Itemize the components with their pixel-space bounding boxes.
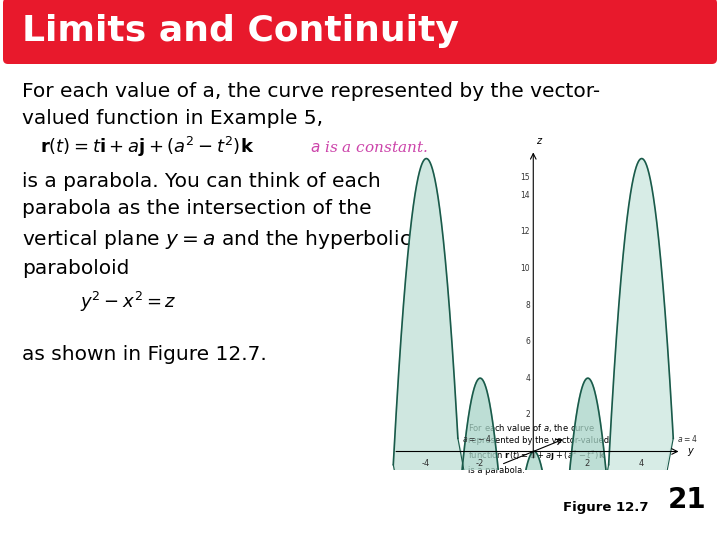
Text: Figure 12.7: Figure 12.7 [563,501,649,514]
Text: For each value of a, the curve represented by the vector-
valued function in Exa: For each value of a, the curve represent… [22,82,600,128]
Text: -4: -4 [421,459,430,468]
Text: 10: 10 [521,264,530,273]
Text: $\mathbf{r}(t) = t\mathbf{i} + a\mathbf{j} + (a^2 - t^2)\mathbf{k}$: $\mathbf{r}(t) = t\mathbf{i} + a\mathbf{… [40,135,254,159]
Text: is a parabola. You can think of each
parabola as the intersection of the
vertica: is a parabola. You can think of each par… [22,172,411,278]
Polygon shape [555,159,673,540]
Text: 2: 2 [526,410,530,420]
Text: Limits and Continuity: Limits and Continuity [22,14,459,48]
Text: 15: 15 [521,172,530,181]
Text: 4: 4 [525,374,530,383]
Text: $a$ is a constant.: $a$ is a constant. [310,139,428,154]
Text: $z$: $z$ [536,136,544,146]
Text: as shown in Figure 12.7.: as shown in Figure 12.7. [22,345,266,364]
Text: 2: 2 [585,459,590,468]
Text: 4: 4 [639,459,644,468]
Text: 6: 6 [525,337,530,346]
Polygon shape [501,378,619,540]
Polygon shape [447,378,566,540]
Text: $a = 4$: $a = 4$ [678,433,698,444]
Text: $a = -4$: $a = -4$ [462,433,492,444]
Text: 21: 21 [667,486,706,514]
Text: $y^2 - x^2 = z$: $y^2 - x^2 = z$ [80,290,176,314]
Text: For each value of $a$, the curve
represented by the vector-valued
function $\mat: For each value of $a$, the curve represe… [468,422,609,475]
Text: 8: 8 [526,301,530,309]
Text: 12: 12 [521,227,530,237]
FancyBboxPatch shape [3,0,717,64]
Text: -2: -2 [475,459,484,468]
Text: $y$: $y$ [687,446,695,457]
Polygon shape [393,159,512,540]
Text: 14: 14 [521,191,530,200]
